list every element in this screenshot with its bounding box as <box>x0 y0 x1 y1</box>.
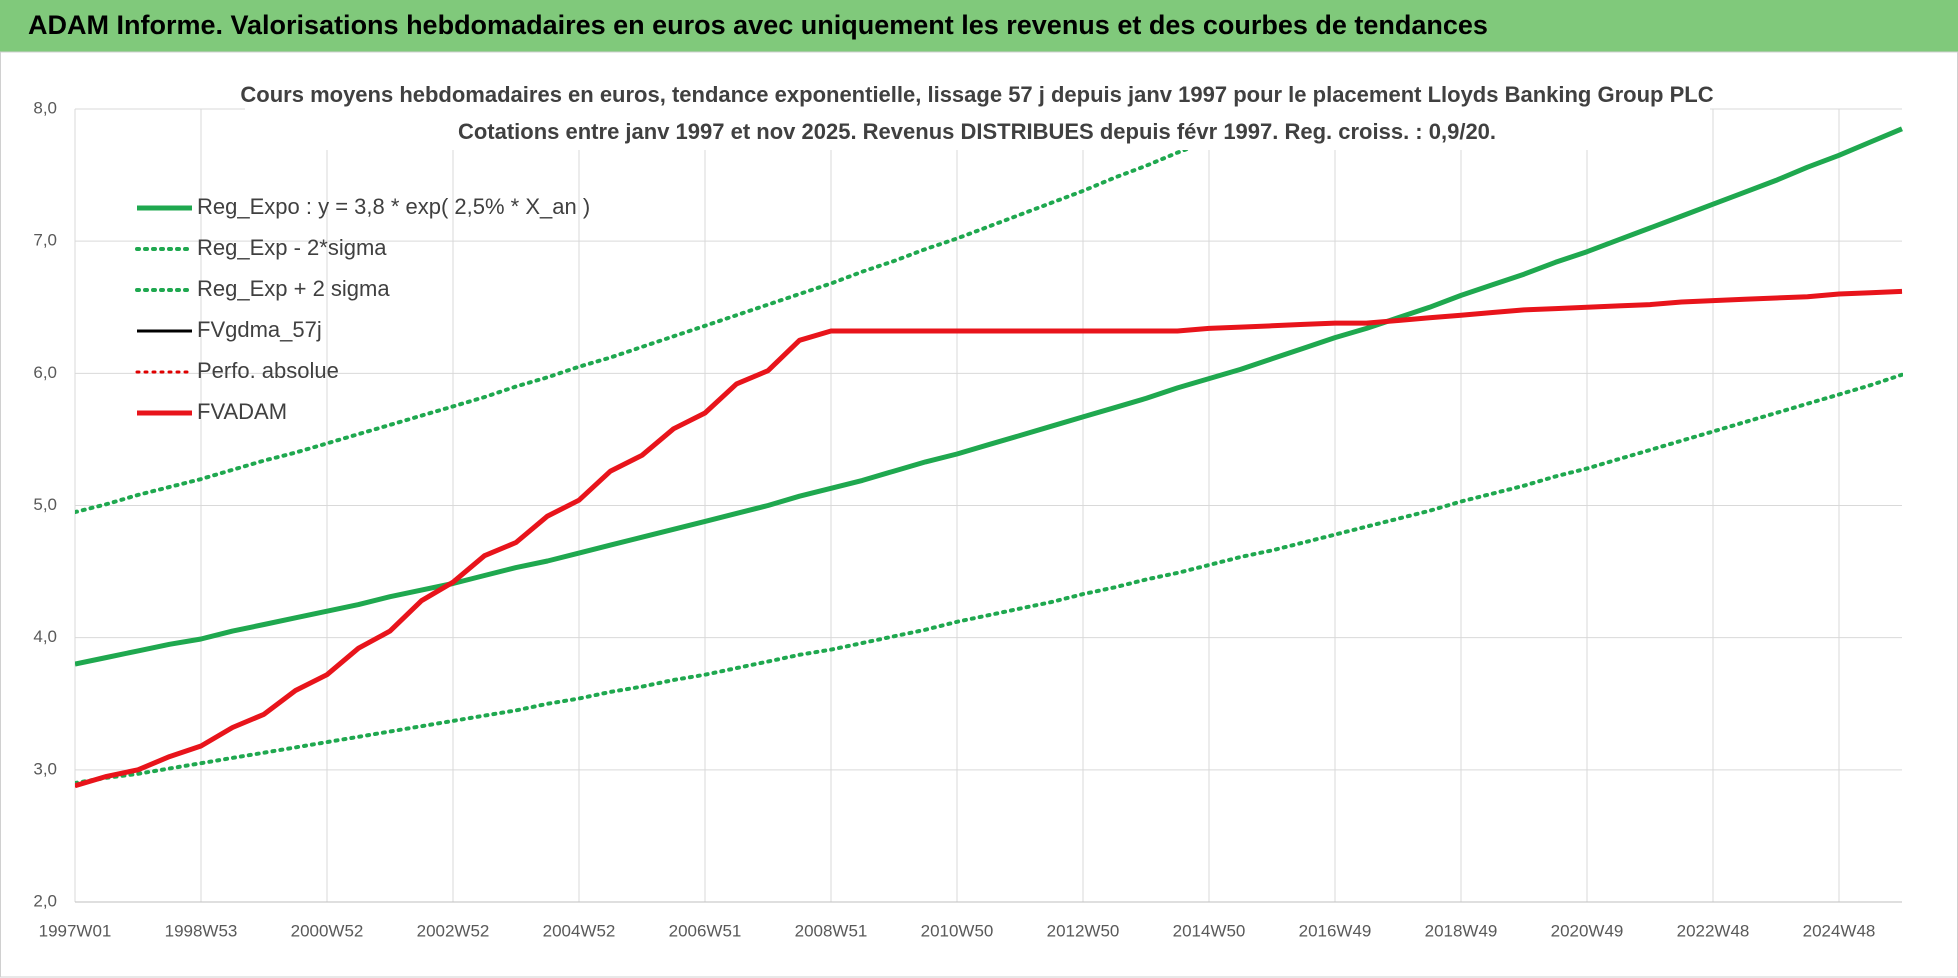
series-line <box>75 289 1903 788</box>
x-tick-label: 2018W49 <box>1425 921 1498 940</box>
x-tick-label: 2012W50 <box>1047 921 1120 940</box>
header-bar <box>0 0 1958 52</box>
legend-label: Reg_Exp - 2*sigma <box>197 235 387 260</box>
x-tick-label: 2006W51 <box>669 921 742 940</box>
x-tick-label: 2014W50 <box>1173 921 1246 940</box>
plot <box>75 109 1903 789</box>
y-tick-label: 8,0 <box>33 98 57 117</box>
legend-label: FVADAM <box>197 399 287 424</box>
legend-label: Perfo. absolue <box>197 358 339 383</box>
y-tick-label: 4,0 <box>33 627 57 646</box>
title-box <box>245 80 1710 150</box>
x-tick-label: 1998W53 <box>165 921 238 940</box>
y-tick-label: 3,0 <box>33 759 57 778</box>
x-tick-label: 2024W48 <box>1803 921 1876 940</box>
x-tick-label: 2010W50 <box>921 921 994 940</box>
frame <box>0 51 1958 978</box>
legend-label: FVgdma_57j <box>197 317 322 342</box>
legend-label: Reg_Exp + 2 sigma <box>197 276 390 301</box>
y-tick-label: 2,0 <box>33 891 57 910</box>
series-line <box>75 288 1903 789</box>
x-tick-label: 2000W52 <box>291 921 364 940</box>
legend-label: Reg_Expo : y = 3,8 * exp( 2,5% * X_an ) <box>197 194 590 219</box>
series-line <box>75 126 1903 667</box>
x-tick-label: 2020W49 <box>1551 921 1624 940</box>
y-tick-label: 6,0 <box>33 363 57 382</box>
series-line <box>75 289 1903 788</box>
x-tick-label: 2002W52 <box>417 921 490 940</box>
series-line <box>75 109 1290 515</box>
x-tick-label: 1997W01 <box>39 921 112 940</box>
x-tick-label: 2004W52 <box>543 921 616 940</box>
chart-subtitle: Cotations entre janv 1997 et nov 2025. R… <box>458 119 1496 144</box>
legend: Reg_Expo : y = 3,8 * exp( 2,5% * X_an ) R… <box>135 194 590 424</box>
y-tick-label: 5,0 <box>33 495 57 514</box>
chart-title: Cours moyens hebdomadaires en euros, ten… <box>240 82 1713 107</box>
x-tick-label: 2022W48 <box>1677 921 1750 940</box>
y-tick-label: 7,0 <box>33 231 57 250</box>
x-tick-label: 2016W49 <box>1299 921 1372 940</box>
x-tick-label: 2008W51 <box>795 921 868 940</box>
series-line <box>75 372 1903 785</box>
grid: 2,0 3,0 4,0 5,0 6,0 7,0 8,0 1997W01 1998W53 2000W… <box>33 98 1902 940</box>
header-title: ADAM Informe. Valorisations hebdomadaire… <box>28 10 1488 40</box>
